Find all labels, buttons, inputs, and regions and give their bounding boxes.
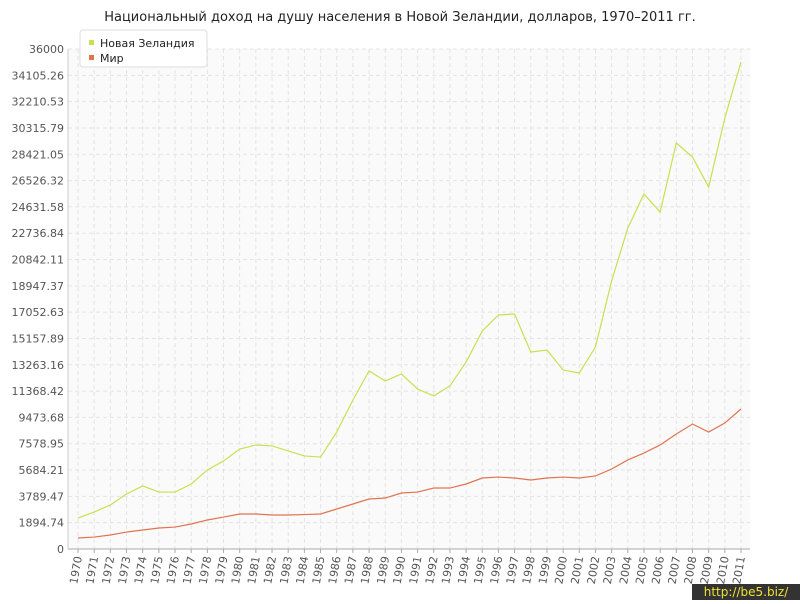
- y-tick-label: 1894.74: [19, 517, 65, 530]
- x-tick-label: 1970: [67, 555, 85, 585]
- y-tick-label: 0: [57, 543, 64, 556]
- x-tick-label: 2009: [698, 555, 716, 585]
- y-tick-label: 34105.26: [12, 69, 65, 82]
- x-tick-label: 1999: [536, 555, 554, 585]
- x-tick-label: 1982: [261, 555, 279, 585]
- x-tick-label: 1992: [423, 555, 441, 585]
- x-tick-label: 2002: [585, 555, 603, 585]
- x-tick-label: 1973: [116, 555, 134, 585]
- x-tick-label: 1983: [278, 555, 296, 585]
- y-tick-label: 30315.79: [12, 122, 65, 135]
- y-tick-label: 20842.11: [12, 254, 65, 267]
- watermark: http://be5.biz/: [704, 585, 789, 599]
- legend-label: Мир: [100, 52, 124, 65]
- y-tick-label: 26526.32: [12, 175, 65, 188]
- x-tick-label: 1997: [504, 555, 522, 585]
- x-tick-label: 1995: [472, 555, 490, 585]
- y-tick-label: 13263.16: [12, 359, 65, 372]
- plot-area: [68, 49, 750, 549]
- x-tick-label: 1987: [342, 555, 360, 585]
- watermark-box: [692, 584, 800, 600]
- legend-box: [79, 29, 208, 68]
- x-tick-label: 1993: [439, 555, 457, 585]
- x-tick-label: 1988: [358, 555, 376, 585]
- series-line: [77, 61, 742, 519]
- x-tick-label: 1989: [375, 555, 393, 585]
- y-tick-label: 3789.47: [19, 490, 65, 503]
- y-tick-label: 18947.37: [12, 280, 65, 293]
- x-tick-label: 1975: [148, 555, 166, 585]
- legend-label: Новая Зеландия: [100, 37, 195, 50]
- x-tick-label: 2010: [714, 555, 732, 585]
- x-tick-label: 1980: [229, 555, 247, 585]
- x-tick-label: 2005: [633, 555, 651, 585]
- legend-swatch: [89, 55, 94, 60]
- legend: Новая Зеландия Мир: [79, 29, 208, 68]
- x-tick-label: 1990: [391, 555, 409, 585]
- x-tick-label: 2006: [649, 555, 667, 585]
- series-line: [77, 408, 742, 539]
- x-tick-label: 2001: [569, 555, 587, 585]
- legend-swatch: [89, 40, 94, 45]
- x-tick-label: 2000: [552, 555, 570, 585]
- x-tick-label: 1998: [520, 555, 538, 585]
- x-tick-label: 1976: [164, 555, 182, 585]
- x-tick-label: 1978: [197, 555, 215, 585]
- x-tick-label: 1974: [132, 555, 150, 585]
- x-tick-label: 2007: [666, 555, 684, 585]
- x-tick-label: 1994: [455, 555, 473, 585]
- y-tick-label: 7578.95: [19, 438, 65, 451]
- y-tick-label: 9473.68: [19, 411, 65, 424]
- x-tick-label: 2003: [601, 555, 619, 585]
- y-tick-label: 28421.05: [12, 148, 65, 161]
- y-tick-label: 17052.63: [12, 306, 65, 319]
- x-tick-label: 1972: [100, 555, 118, 585]
- x-tick-label: 1971: [83, 555, 101, 585]
- y-tick-label: 24631.58: [12, 201, 65, 214]
- y-tick-label: 5684.21: [19, 464, 65, 477]
- x-tick-label: 1996: [488, 555, 506, 585]
- y-tick-label: 22736.84: [12, 227, 65, 240]
- x-tick-label: 1979: [213, 555, 231, 585]
- x-tick-label: 2011: [730, 555, 748, 585]
- y-tick-label: 36000: [29, 43, 64, 56]
- x-tick-label: 1984: [294, 555, 312, 585]
- y-tick-label: 32210.53: [12, 96, 65, 109]
- x-tick-label: 1986: [326, 555, 344, 585]
- x-tick-label: 1991: [407, 555, 425, 585]
- y-tick-label: 15157.89: [12, 332, 65, 345]
- chart-title: Национальный доход на душу населения в Н…: [104, 10, 696, 25]
- y-tick-label: 11368.42: [12, 385, 65, 398]
- x-tick-label: 1981: [245, 555, 263, 585]
- x-tick-label: 1977: [180, 555, 198, 585]
- x-tick-label: 2004: [617, 555, 635, 585]
- x-tick-label: 1985: [310, 555, 328, 585]
- x-tick-label: 2008: [682, 555, 700, 585]
